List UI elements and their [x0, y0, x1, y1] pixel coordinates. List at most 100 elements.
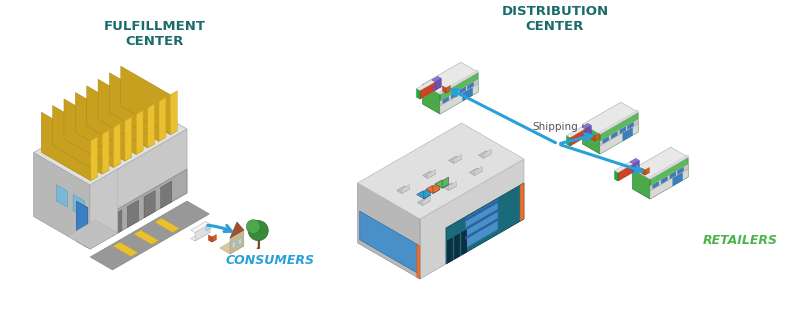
Polygon shape [623, 128, 632, 141]
Polygon shape [417, 80, 435, 90]
Polygon shape [451, 92, 457, 98]
Polygon shape [600, 112, 638, 154]
Polygon shape [121, 66, 170, 135]
Polygon shape [468, 83, 474, 89]
Polygon shape [432, 85, 442, 90]
Polygon shape [417, 191, 430, 199]
Polygon shape [127, 200, 138, 227]
Polygon shape [443, 97, 449, 103]
Polygon shape [220, 240, 244, 254]
Polygon shape [585, 125, 591, 137]
Polygon shape [566, 136, 570, 146]
Polygon shape [190, 230, 210, 241]
Polygon shape [77, 201, 88, 248]
Text: FULFILLMENT
CENTER: FULFILLMENT CENTER [104, 20, 206, 48]
Polygon shape [417, 89, 420, 99]
Polygon shape [600, 110, 638, 134]
Polygon shape [418, 198, 430, 206]
Polygon shape [633, 160, 639, 172]
Polygon shape [600, 119, 638, 146]
Polygon shape [650, 157, 688, 199]
Polygon shape [110, 73, 159, 141]
Polygon shape [582, 102, 638, 134]
Polygon shape [620, 127, 626, 134]
Polygon shape [614, 162, 633, 173]
Polygon shape [433, 182, 439, 193]
Polygon shape [600, 124, 638, 154]
Polygon shape [582, 123, 591, 129]
Polygon shape [443, 183, 456, 190]
Polygon shape [209, 235, 212, 242]
Polygon shape [440, 84, 478, 114]
Polygon shape [466, 200, 498, 221]
Polygon shape [582, 132, 591, 137]
Polygon shape [159, 97, 166, 141]
Polygon shape [454, 155, 462, 164]
Polygon shape [53, 141, 109, 174]
Polygon shape [670, 172, 676, 179]
Polygon shape [102, 130, 109, 174]
Polygon shape [618, 164, 633, 181]
Polygon shape [591, 137, 599, 141]
Polygon shape [449, 156, 462, 164]
Polygon shape [420, 82, 435, 99]
Text: RETAILERS: RETAILERS [702, 235, 778, 247]
Polygon shape [422, 62, 478, 94]
Polygon shape [110, 109, 166, 141]
Polygon shape [484, 149, 491, 158]
Polygon shape [422, 171, 435, 179]
Polygon shape [446, 86, 450, 93]
Polygon shape [435, 180, 449, 188]
Polygon shape [161, 181, 172, 208]
Polygon shape [422, 196, 430, 206]
Polygon shape [460, 87, 466, 93]
Polygon shape [566, 135, 585, 146]
Polygon shape [520, 183, 524, 221]
Polygon shape [86, 86, 136, 154]
Polygon shape [73, 194, 84, 217]
Polygon shape [113, 242, 138, 257]
Polygon shape [662, 177, 667, 184]
Polygon shape [34, 96, 187, 185]
Polygon shape [582, 124, 600, 154]
Polygon shape [212, 235, 216, 242]
Polygon shape [154, 218, 179, 233]
Polygon shape [90, 169, 118, 249]
Polygon shape [595, 134, 599, 141]
Polygon shape [258, 234, 260, 249]
Polygon shape [136, 111, 143, 154]
Polygon shape [633, 169, 650, 199]
Polygon shape [230, 230, 244, 254]
Text: CONSUMERS: CONSUMERS [226, 255, 314, 267]
Polygon shape [435, 78, 442, 90]
Polygon shape [442, 177, 449, 188]
Polygon shape [653, 182, 658, 189]
Polygon shape [462, 230, 466, 255]
Polygon shape [645, 167, 650, 175]
Circle shape [248, 221, 268, 240]
Polygon shape [603, 137, 609, 143]
Polygon shape [86, 122, 143, 154]
Polygon shape [440, 72, 478, 114]
Polygon shape [75, 128, 132, 161]
Polygon shape [206, 225, 210, 231]
Polygon shape [633, 147, 688, 179]
Polygon shape [424, 188, 430, 199]
Polygon shape [678, 167, 683, 174]
Polygon shape [42, 112, 90, 181]
Polygon shape [426, 186, 439, 193]
Polygon shape [358, 123, 524, 219]
Polygon shape [630, 167, 639, 172]
Polygon shape [463, 88, 472, 101]
Polygon shape [209, 238, 216, 242]
Polygon shape [611, 132, 617, 139]
Polygon shape [121, 102, 178, 135]
Polygon shape [442, 89, 450, 93]
Circle shape [246, 219, 260, 234]
Polygon shape [257, 247, 260, 249]
Polygon shape [428, 169, 435, 179]
Polygon shape [628, 122, 634, 129]
Polygon shape [110, 210, 122, 237]
Polygon shape [449, 182, 456, 190]
Polygon shape [673, 173, 682, 186]
